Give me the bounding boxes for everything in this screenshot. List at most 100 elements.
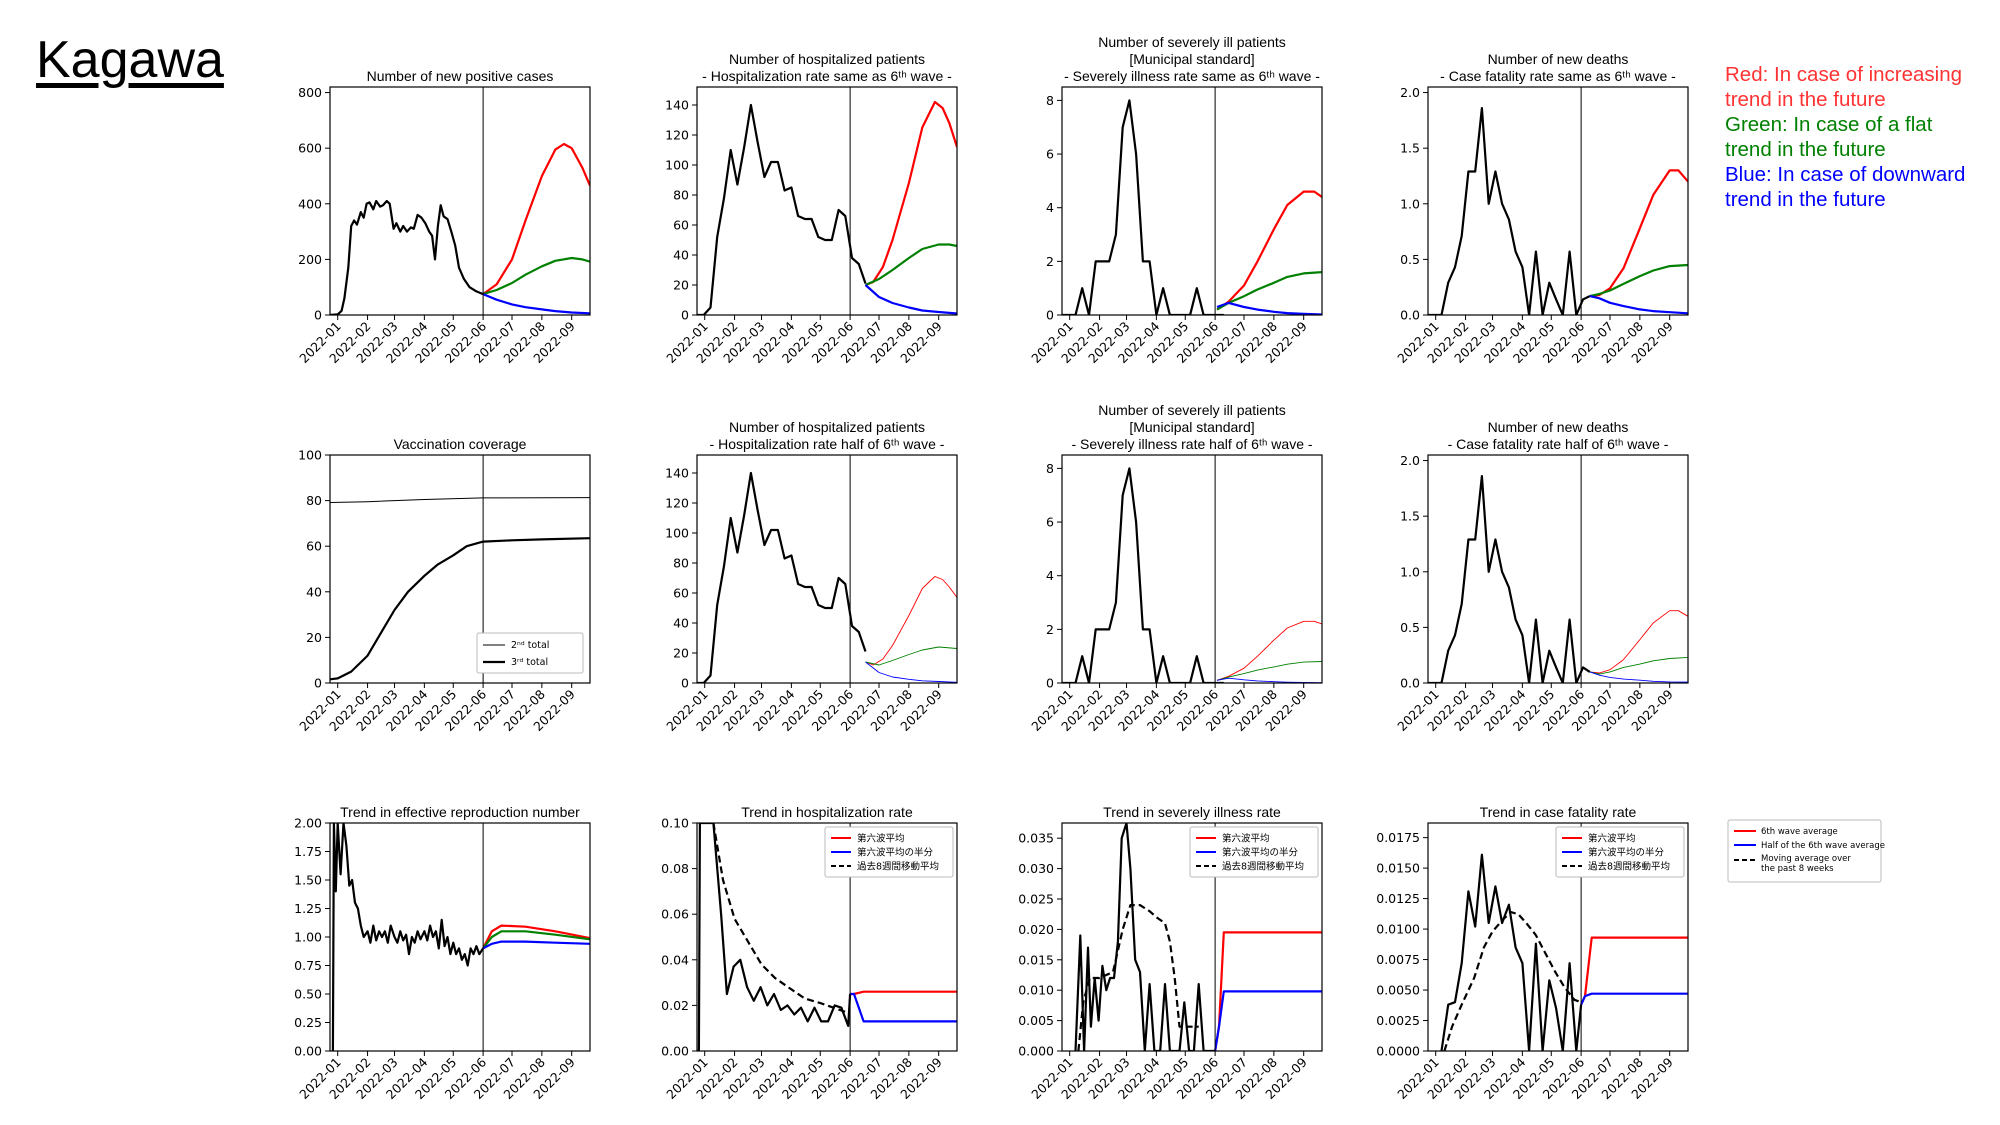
legend-label: 3ʳᵈ total bbox=[511, 657, 548, 668]
y-tick-label: 40 bbox=[673, 616, 689, 631]
series-observed bbox=[330, 199, 484, 315]
series-increase bbox=[1216, 620, 1322, 681]
plot-area bbox=[1428, 106, 1688, 315]
y-tick-label: 0.0150 bbox=[1376, 861, 1420, 876]
series-increase bbox=[850, 990, 957, 996]
y-tick-label: 60 bbox=[673, 586, 689, 601]
y-tick-label: 120 bbox=[665, 128, 689, 143]
y-tick-label: 8 bbox=[1046, 93, 1054, 108]
y-tick-label: 0.04 bbox=[661, 952, 689, 967]
series-decrease bbox=[482, 940, 590, 950]
red-explanation-line-2: trend in the future bbox=[1725, 88, 1886, 111]
plot-area bbox=[1074, 823, 1322, 1051]
y-tick-label: 600 bbox=[298, 141, 322, 156]
blue-explanation-line-1: Blue: In case of downward bbox=[1725, 163, 1966, 186]
plot-area bbox=[697, 823, 957, 1051]
plot-frame bbox=[329, 86, 591, 316]
y-tick-label: 0.0125 bbox=[1376, 891, 1420, 906]
plot-area bbox=[330, 497, 590, 681]
y-tick-label: 0.08 bbox=[661, 861, 689, 876]
series-flat bbox=[1216, 661, 1322, 681]
chart-reproduction-number: Trend in effective reproduction number 0.… bbox=[294, 804, 591, 1102]
series-flat bbox=[1589, 656, 1688, 675]
legend-label: 6th wave average bbox=[1761, 827, 1838, 837]
plot-area bbox=[697, 471, 957, 683]
series-decrease bbox=[482, 293, 590, 315]
series-dose2 bbox=[330, 497, 590, 503]
chart-hospitalization-rate: Trend in hospitalization rate 0.00 0.02 0.0… bbox=[661, 804, 958, 1102]
chart-hospitalized-6th: Number of hospitalized patients- Hospita… bbox=[663, 51, 958, 366]
series-observed bbox=[697, 103, 867, 315]
y-tick-label: 1.5 bbox=[1400, 509, 1420, 524]
plot-frame bbox=[1427, 822, 1689, 1052]
series-observed bbox=[1428, 475, 1591, 683]
chart-title: [Municipal standard] bbox=[1129, 51, 1254, 67]
y-tick-label: 0.010 bbox=[1018, 983, 1054, 998]
green-explanation-line-2: trend in the future bbox=[1725, 138, 1886, 161]
y-tick-label: 1.0 bbox=[1400, 564, 1420, 579]
legend-label: 過去8週間移動平均 bbox=[857, 861, 939, 873]
blue-explanation-line-2: trend in the future bbox=[1725, 188, 1886, 211]
chart-title: Number of severely ill patients bbox=[1098, 402, 1286, 418]
chart-title: Trend in hospitalization rate bbox=[741, 804, 913, 820]
chart-title: Trend in severely illness rate bbox=[1103, 804, 1281, 820]
plot-frame bbox=[329, 822, 591, 1052]
y-tick-label: 0.00 bbox=[661, 1044, 689, 1059]
plot-frame bbox=[1061, 822, 1323, 1052]
y-tick-label: 2 bbox=[1046, 254, 1054, 269]
chart-title: - Hospitalization rate half of 6ᵗʰ wave … bbox=[710, 436, 945, 452]
y-tick-label: 2.00 bbox=[294, 816, 322, 831]
series-increase bbox=[482, 142, 590, 295]
chart-title: - Case fatality rate same as 6ᵗʰ wave - bbox=[1440, 68, 1676, 84]
legend-box bbox=[1555, 826, 1685, 878]
y-tick-label: 0.02 bbox=[661, 998, 689, 1013]
plot-area bbox=[1440, 853, 1688, 1051]
chart-title: Number of hospitalized patients bbox=[729, 419, 925, 435]
chart-severe-half: Number of severely ill patients[Municipa… bbox=[1028, 402, 1323, 734]
series-observed bbox=[1428, 106, 1591, 315]
y-tick-label: 0.0 bbox=[1400, 676, 1420, 691]
y-tick-label: 0.0000 bbox=[1376, 1044, 1420, 1059]
plot-frame bbox=[329, 454, 591, 684]
series-increase bbox=[1589, 610, 1688, 674]
series-decrease bbox=[865, 661, 957, 683]
series-observed bbox=[1440, 853, 1583, 1051]
legend-label: 第六波平均の半分 bbox=[1588, 847, 1665, 859]
y-tick-label: 0.0 bbox=[1400, 308, 1420, 323]
y-tick-label: 1.75 bbox=[294, 844, 322, 859]
y-tick-label: 0 bbox=[681, 676, 689, 691]
y-tick-label: 0.0075 bbox=[1376, 952, 1420, 967]
y-tick-label: 200 bbox=[298, 252, 322, 267]
chart-deaths-half: Number of new deaths- Case fatality rate… bbox=[1394, 419, 1689, 734]
y-tick-label: 60 bbox=[306, 539, 322, 554]
plot-area bbox=[331, 823, 590, 1051]
y-tick-label: 0.25 bbox=[294, 1015, 322, 1030]
chart-title: - Severely illness rate same as 6ᵗʰ wave… bbox=[1064, 68, 1320, 84]
series-observed bbox=[1062, 99, 1224, 315]
y-tick-label: 800 bbox=[298, 85, 322, 100]
plot-area bbox=[697, 100, 957, 315]
chart-severe-6th: Number of severely ill patients[Municipa… bbox=[1028, 34, 1323, 366]
plot-frame bbox=[1061, 86, 1323, 316]
series-moving-average bbox=[1443, 910, 1582, 1051]
y-tick-label: 20 bbox=[673, 278, 689, 293]
y-tick-label: 0.75 bbox=[294, 958, 322, 973]
y-tick-label: 8 bbox=[1046, 461, 1054, 476]
y-tick-label: 2.0 bbox=[1400, 453, 1420, 468]
chart-vaccination: Vaccination coverage0204060801002022-012… bbox=[296, 436, 591, 734]
y-tick-label: 0 bbox=[314, 308, 322, 323]
chart-title: Number of new deaths bbox=[1488, 51, 1629, 67]
legend-label: 2ⁿᵈ total bbox=[511, 640, 549, 651]
series-flat bbox=[865, 646, 957, 666]
chart-fatality-rate: Trend in case fatality rate 0.0000 0.0025 0… bbox=[1376, 804, 1689, 1102]
chart-title: Vaccination coverage bbox=[394, 436, 527, 452]
chart-title: [Municipal standard] bbox=[1129, 419, 1254, 435]
series-decrease bbox=[1589, 295, 1688, 315]
y-tick-label: 80 bbox=[306, 493, 322, 508]
y-tick-label: 0 bbox=[681, 308, 689, 323]
chart-title: - Severely illness rate half of 6ᵗʰ wave… bbox=[1071, 436, 1312, 452]
chart-title: Number of hospitalized patients bbox=[729, 51, 925, 67]
y-tick-label: 0.025 bbox=[1018, 892, 1054, 907]
y-tick-label: 0 bbox=[1046, 308, 1054, 323]
y-tick-label: 0.030 bbox=[1018, 861, 1054, 876]
